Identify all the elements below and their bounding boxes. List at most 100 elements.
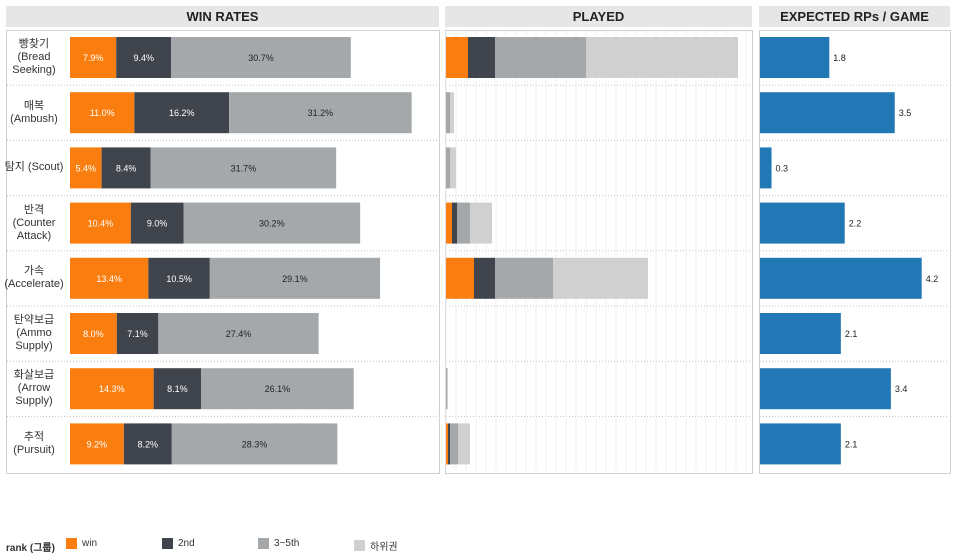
rp-bar bbox=[760, 37, 830, 78]
legend-label-2nd: 2nd bbox=[178, 538, 195, 549]
played-bar-2nd bbox=[452, 202, 457, 244]
rp-bar bbox=[760, 423, 841, 465]
win-rate-label: 29.1% bbox=[282, 274, 308, 284]
win-rate-bar-3~5th bbox=[150, 147, 337, 189]
rp-value-label: 1.8 bbox=[833, 53, 846, 63]
played-bar-win bbox=[446, 202, 452, 244]
win-rate-label: 28.3% bbox=[242, 439, 268, 449]
rp-value-label: 2.1 bbox=[845, 439, 858, 449]
played-bar-3~5th bbox=[446, 92, 450, 134]
win-rate-label: 9.4% bbox=[133, 53, 154, 63]
win-rate-label: 8.0% bbox=[83, 329, 104, 339]
legend-label-lower: 하위권 bbox=[370, 542, 398, 553]
win-rate-label: 31.2% bbox=[308, 108, 334, 118]
win-rate-bar-3~5th bbox=[171, 37, 351, 78]
played-bar-3~5th bbox=[446, 147, 450, 189]
win-rate-label: 14.3% bbox=[99, 384, 125, 394]
legend-swatch-2nd bbox=[162, 538, 173, 549]
win-rate-bar-3~5th bbox=[171, 423, 338, 465]
win-rate-bar-3~5th bbox=[201, 368, 354, 410]
win-rate-bar-2nd bbox=[116, 313, 159, 354]
legend-item-3-5th: 3~5th bbox=[258, 538, 299, 549]
win-rate-label: 8.4% bbox=[116, 163, 137, 173]
expected-rp-header: EXPECTED RPs / GAME bbox=[759, 6, 950, 27]
rp-bar bbox=[760, 147, 772, 189]
win-rate-bar-win bbox=[70, 92, 135, 134]
win-rate-bar-3~5th bbox=[158, 313, 319, 354]
win-rate-bar-win bbox=[70, 368, 154, 410]
win-rate-label: 10.5% bbox=[166, 274, 192, 284]
played-bar-하위권 bbox=[586, 37, 738, 78]
played-bar-3~5th bbox=[495, 257, 553, 299]
win-rate-label: 31.7% bbox=[231, 163, 257, 173]
category-label: 가속 (Accelerate) bbox=[4, 265, 64, 291]
legend-swatch-3-5th bbox=[258, 538, 269, 549]
category-label: 탐지 (Scout) bbox=[4, 161, 64, 174]
win-rate-label: 16.2% bbox=[169, 108, 195, 118]
legend-title: rank (그룹) bbox=[6, 543, 55, 554]
win-rate-bar-3~5th bbox=[229, 92, 412, 134]
played-bar-3~5th bbox=[457, 202, 470, 244]
played-bar-3~5th bbox=[446, 368, 447, 410]
win-rate-label: 11.0% bbox=[90, 108, 115, 118]
win-rate-label: 27.4% bbox=[226, 329, 252, 339]
win-rate-label: 8.1% bbox=[167, 384, 188, 394]
win-rate-label: 9.2% bbox=[87, 439, 108, 449]
played-bar-하위권 bbox=[450, 92, 454, 134]
legend-item-2nd: 2nd bbox=[162, 538, 195, 549]
played-bar-2nd bbox=[474, 257, 495, 299]
played-bar-2nd bbox=[448, 423, 450, 465]
win-rate-bar-win bbox=[70, 202, 131, 244]
played-bar-하위권 bbox=[458, 423, 470, 465]
rp-bar bbox=[760, 257, 922, 299]
win-rate-label: 7.1% bbox=[127, 329, 148, 339]
win-rate-bar-win bbox=[70, 147, 102, 189]
legend-label-3-5th: 3~5th bbox=[274, 538, 300, 549]
win-rate-bar-2nd bbox=[116, 37, 172, 78]
win-rate-bar-2nd bbox=[148, 257, 210, 299]
rp-bar bbox=[760, 202, 845, 244]
played-bar-하위권 bbox=[450, 147, 456, 189]
win-rate-bar-win bbox=[70, 257, 149, 299]
win-rate-bar-2nd bbox=[101, 147, 151, 189]
played-bar-3~5th bbox=[495, 37, 586, 78]
legend-swatch-win bbox=[66, 538, 77, 549]
rp-bar bbox=[760, 313, 841, 354]
win-rate-bar-2nd bbox=[123, 423, 172, 465]
legend-label-win: win bbox=[82, 538, 98, 549]
win-rate-label: 7.9% bbox=[83, 53, 104, 63]
legend-swatch-lower bbox=[354, 540, 365, 551]
rp-bar bbox=[760, 368, 891, 410]
win-rate-bar-3~5th bbox=[183, 202, 361, 244]
category-label: 탄약보급 (Ammo Supply) bbox=[13, 314, 55, 353]
win-rate-label: 30.7% bbox=[248, 53, 274, 63]
played-header: PLAYED bbox=[445, 6, 752, 27]
category-label: 화살보급 (Arrow Supply) bbox=[13, 369, 55, 408]
win-rate-bar-win bbox=[70, 313, 117, 354]
win-rate-bar-2nd bbox=[130, 202, 184, 244]
played-bar-하위권 bbox=[553, 257, 648, 299]
legend-item-win: win bbox=[66, 538, 97, 549]
win-rate-bar-win bbox=[70, 423, 124, 465]
legend-item-lower: 하위권 bbox=[354, 538, 398, 553]
win-rate-label: 13.4% bbox=[96, 274, 122, 284]
win-rate-bar-2nd bbox=[153, 368, 202, 410]
rp-value-label: 3.4 bbox=[895, 384, 908, 394]
win-rates-header: WIN RATES bbox=[6, 6, 439, 27]
played-bar-win bbox=[446, 257, 474, 299]
win-rate-label: 26.1% bbox=[265, 384, 291, 394]
win-rate-label: 9.0% bbox=[147, 219, 168, 229]
rp-bar bbox=[760, 92, 895, 134]
rp-value-label: 4.2 bbox=[926, 274, 939, 284]
category-label: 반격 (Counter Attack) bbox=[12, 203, 56, 242]
rp-value-label: 2.1 bbox=[845, 329, 858, 339]
played-bar-2nd bbox=[468, 37, 495, 78]
rp-value-label: 0.3 bbox=[776, 163, 789, 173]
win-rate-bar-win bbox=[70, 37, 117, 78]
played-bar-win bbox=[446, 37, 468, 78]
category-label: 추적 (Pursuit) bbox=[13, 430, 55, 456]
win-rate-bar-3~5th bbox=[209, 257, 381, 299]
rp-value-label: 2.2 bbox=[849, 219, 862, 229]
win-rate-label: 5.4% bbox=[76, 163, 97, 173]
